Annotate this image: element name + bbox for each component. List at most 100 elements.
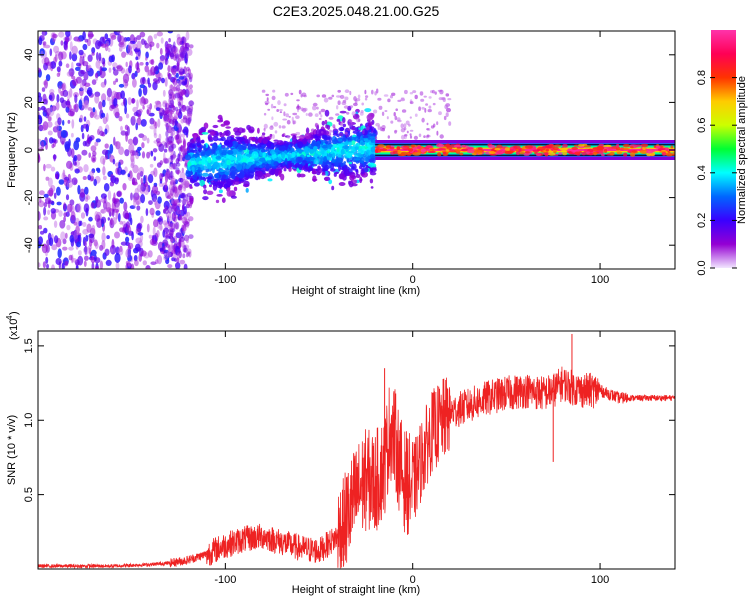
spectrogram-noise-cell: [177, 203, 181, 208]
spectrogram-noise-cell: [185, 57, 188, 65]
spectrogram-noise-cell: [135, 200, 140, 206]
spectrogram-noise-cell: [76, 154, 82, 162]
spectrogram-band-cell: [603, 144, 612, 148]
spectrogram-noise-cell: [107, 190, 112, 201]
spectrogram-cluster-cell: [310, 146, 314, 149]
spectrogram-noise-cell: [279, 111, 283, 114]
spectrogram-noise-cell: [301, 92, 307, 97]
spectrogram-noise-cell: [179, 259, 186, 265]
spectrogram-noise-cell: [99, 130, 104, 137]
spectrogram-noise-cell: [177, 209, 181, 215]
spectrogram-cluster-cell: [362, 135, 369, 139]
spectrogram-noise-cell: [122, 73, 130, 84]
spectrogram-noise-cell: [140, 119, 147, 127]
spectrogram-cluster-cell: [360, 168, 365, 175]
spectrogram-noise-cell: [77, 203, 82, 213]
spectrogram-band-cell: [574, 151, 581, 155]
spectrogram-noise-cell: [120, 130, 127, 136]
spectrogram-noise-cell: [40, 141, 45, 150]
spectrogram-band-cell: [592, 147, 599, 150]
spectrogram-cluster-cell: [192, 153, 199, 157]
spectrogram-noise-cell: [102, 61, 106, 68]
spectrogram-noise-cell: [188, 84, 193, 89]
spectrogram-noise-cell: [156, 31, 163, 37]
spectrogram-cluster-cell: [342, 137, 347, 142]
spectrogram-noise-cell: [60, 40, 64, 46]
spectrogram-noise-cell: [69, 51, 72, 60]
spectrogram-band-cell: [640, 143, 649, 148]
spectrogram-noise-cell: [179, 68, 185, 75]
spectrogram-noise-cell: [85, 64, 89, 73]
spectrogram-noise-cell: [56, 94, 60, 103]
colorbar-tick-label: 0.6: [696, 118, 708, 133]
spectrogram-noise-cell: [63, 178, 68, 186]
spectrogram-noise-cell: [149, 125, 155, 130]
spectrogram-cluster-cell: [317, 143, 321, 150]
spectrogram-cluster-cell: [369, 136, 376, 139]
spectrogram-noise-cell: [103, 200, 107, 210]
spectrogram-cluster-cell: [276, 140, 284, 146]
spectrogram-cluster-cell: [324, 171, 329, 176]
spectrogram-noise-cell: [61, 83, 65, 91]
spectrogram-noise-cell: [82, 222, 87, 227]
spectrogram-noise-cell: [165, 109, 170, 114]
spectrogram-noise-cell: [167, 31, 174, 34]
spectrogram-noise-cell: [171, 119, 175, 127]
spectrogram-cluster-cell: [185, 171, 192, 177]
spectrogram-noise-cell: [111, 208, 115, 217]
spectrogram-noise-cell: [344, 96, 349, 101]
spectrogram-noise-cell: [87, 134, 90, 144]
spectrogram-cluster-cell: [343, 161, 347, 164]
spectrogram-noise-cell: [45, 163, 52, 169]
spectrogram-noise-cell: [104, 43, 109, 52]
spectrogram-noise-cell: [348, 122, 353, 127]
spectrogram-noise-cell: [109, 248, 114, 254]
spectrogram-noise-cell: [84, 85, 87, 93]
spectrogram-band-cell: [523, 153, 530, 156]
snr-y-ticks: 0.5 1.0 1.5: [23, 338, 675, 502]
spectrogram-noise-cell: [101, 72, 107, 77]
spectrogram-noise-cell: [53, 154, 56, 162]
spectrogram-noise-cell: [79, 188, 86, 198]
spectrogram-noise-cell: [87, 174, 92, 181]
spectrogram-noise-cell: [320, 114, 323, 118]
spectrogram-noise-cell: [387, 98, 391, 103]
spectrogram-noise-cell: [114, 141, 118, 147]
spectrogram-noise-cell: [165, 136, 169, 143]
spectrogram-cluster-cell: [342, 141, 349, 146]
spectrogram-cluster-cell: [342, 145, 349, 149]
spectrogram-noise-cell: [55, 258, 62, 265]
spectrogram-noise-cell: [71, 45, 78, 55]
spectrogram-noise-cell: [186, 66, 190, 72]
spectrogram-noise-cell: [148, 234, 153, 239]
spectrogram-noise-cell: [314, 122, 318, 127]
spectrogram-noise-cell: [43, 193, 49, 198]
spectrogram-noise-cell: [394, 115, 398, 121]
spectrogram-band-cell: [477, 147, 483, 150]
spectrogram-noise-cell: [418, 133, 422, 138]
spectrogram-noise-cell: [445, 93, 450, 97]
spectrogram-noise-cell: [132, 136, 139, 146]
spectrogram-band-cell: [535, 152, 542, 157]
spectrogram-cluster-cell: [226, 150, 234, 155]
spectrogram-noise-cell: [73, 104, 77, 110]
spectrogram-noise-cell: [159, 224, 163, 231]
spectrogram-noise-cell: [69, 234, 75, 243]
spectrogram-cluster-cell: [209, 184, 212, 188]
spectrogram-cluster-cell: [215, 155, 222, 160]
spectrogram-noise-cell: [292, 120, 297, 125]
spectrogram-noise-cell: [167, 118, 172, 123]
spectrogram-band-cell: [562, 152, 568, 156]
spectrogram-cluster-cell: [189, 149, 195, 154]
spectrogram-cluster-cell: [338, 164, 341, 172]
spectrogram-noise-cell: [127, 260, 131, 268]
spectrogram-band-cell: [521, 148, 525, 152]
spectrogram-noise-cell: [122, 220, 127, 228]
spectrogram-cluster-cell: [339, 173, 346, 180]
spectrogram-noise-cell: [104, 248, 110, 256]
spectrogram-noise-cell: [292, 112, 298, 116]
spectrogram-noise-cell: [96, 168, 101, 173]
spectrogram-noise-cell: [50, 208, 56, 214]
spectrogram-noise-cell: [148, 200, 153, 206]
spectrogram-noise-cell: [157, 118, 161, 128]
